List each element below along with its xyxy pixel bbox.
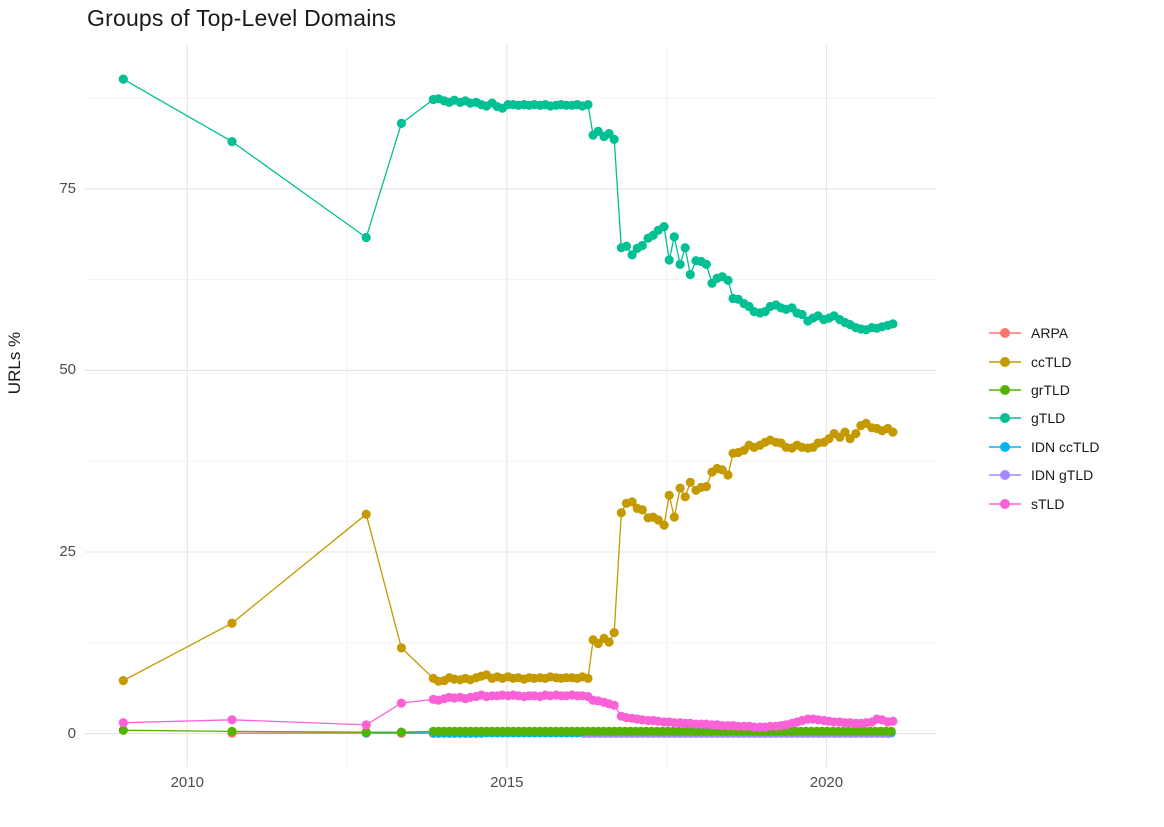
x-tick-label: 2010 [170,774,204,791]
legend-item-gtld: gTLD [988,404,1099,432]
series-cctld [118,418,898,686]
legend-key-icon [989,470,1021,481]
legend-label: ARPA [1031,325,1069,342]
x-tick-label: 2020 [809,774,844,791]
legend-item-idn-cctld: IDN ccTLD [988,433,1099,461]
y-tick-label: 50 [59,361,76,379]
grid-major [85,45,937,767]
grid-minor [85,45,937,767]
legend-key-icon [989,413,1021,424]
legend-label: ccTLD [1031,353,1072,370]
legend-label: IDN gTLD [1031,467,1094,484]
legend-item-stld: sTLD [988,489,1099,517]
legend-item-cctld: ccTLD [988,347,1099,375]
legend-label: IDN ccTLD [1031,438,1100,455]
legend-item-grtld: grTLD [988,376,1099,404]
legend: ARPA ccTLD grTLD gTLD IDN ccTLD IDN gTLD sTLD [988,319,1099,518]
legend-key-icon [989,384,1021,395]
legend-key-icon [989,328,1021,339]
legend-label: sTLD [1031,495,1065,512]
legend-item-arpa: ARPA [988,319,1099,347]
legend-label: grTLD [1031,381,1070,398]
legend-key-icon [989,441,1021,452]
legend-label: gTLD [1031,410,1066,427]
series-stld [118,690,898,732]
series-grtld [118,725,896,737]
y-tick-label: 75 [59,179,76,197]
y-tick-label: 0 [67,724,76,742]
series-gtld [118,74,898,335]
legend-key-icon [989,498,1021,509]
chart-title: Groups of Top-Level Domains [87,5,397,31]
legend-key-icon [989,356,1021,367]
y-tick-label: 25 [59,542,76,560]
x-tick-label: 2015 [490,774,524,791]
legend-item-idn-gtld: IDN gTLD [988,461,1099,489]
